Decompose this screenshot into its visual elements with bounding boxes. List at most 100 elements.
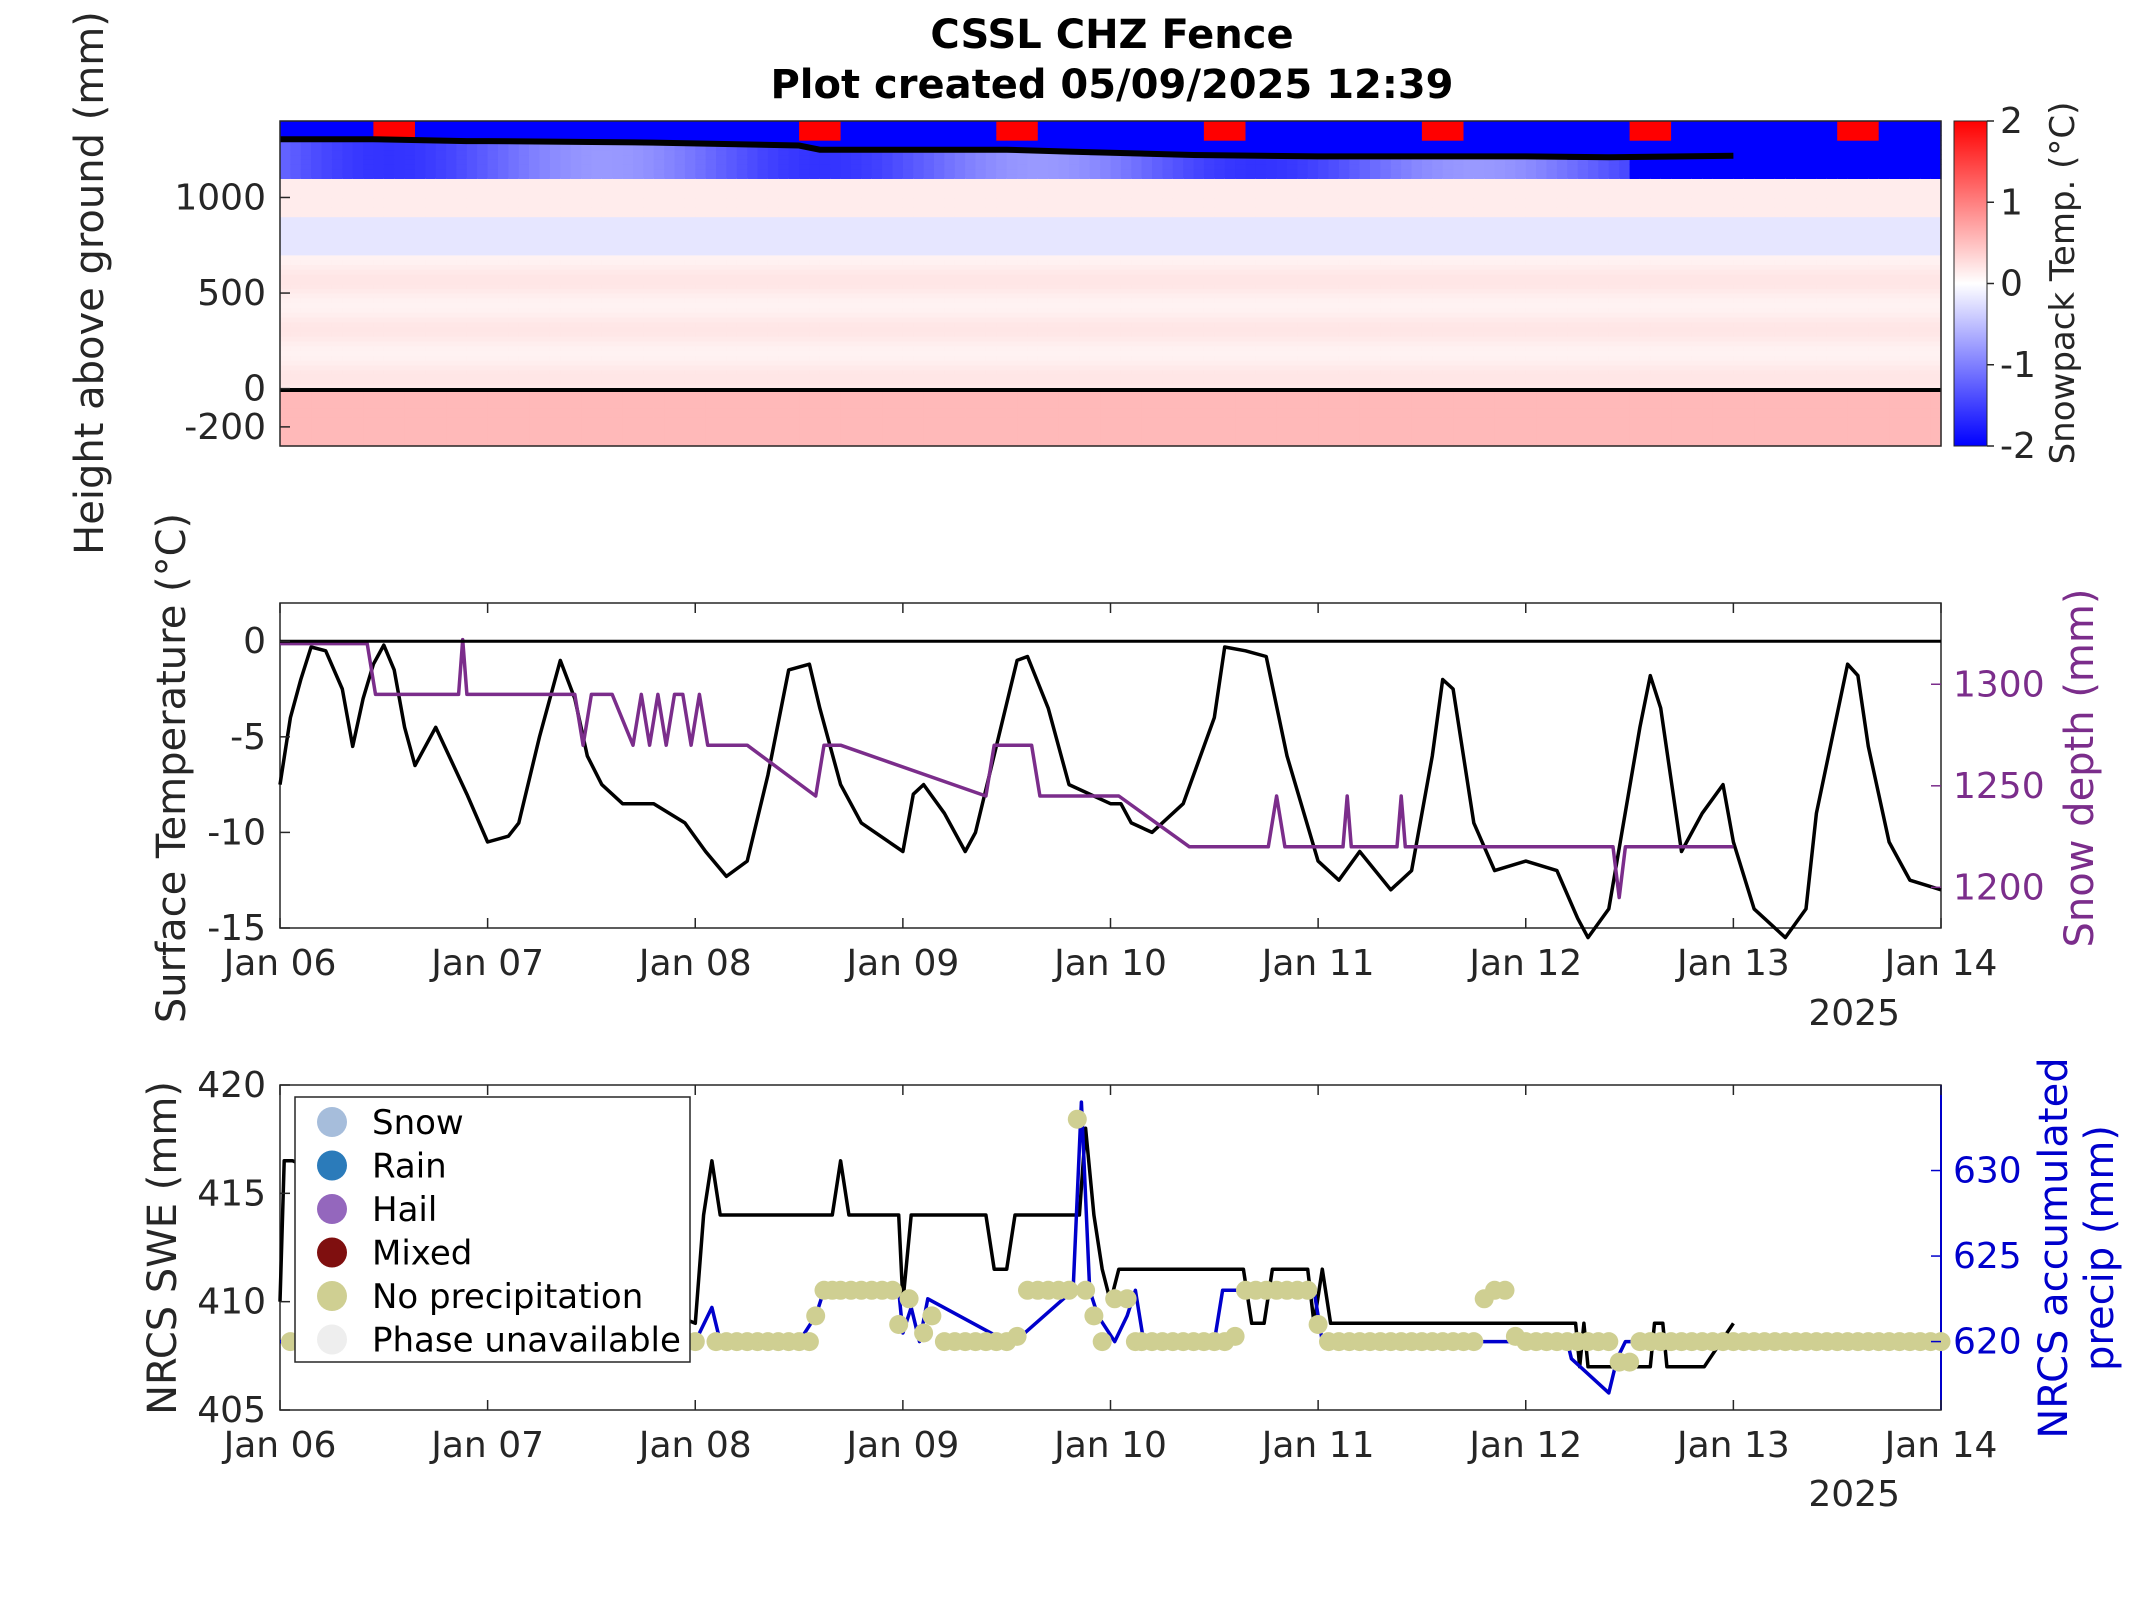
heatmap-cell [892, 168, 904, 175]
heatmap-cell [425, 240, 437, 246]
heatmap-cell [726, 403, 738, 409]
heatmap-cell [674, 379, 686, 385]
heatmap-cell [404, 235, 416, 242]
heatmap-cell [373, 283, 385, 289]
heatmap-cell [549, 307, 561, 313]
heatmap-cell [851, 245, 862, 251]
heatmap-cell [653, 374, 665, 380]
heatmap-cell [591, 403, 603, 409]
heatmap-cell [508, 379, 520, 385]
heatmap-cell [788, 168, 800, 175]
heatmap-cell [892, 317, 904, 323]
heatmap-cell [767, 125, 779, 132]
heatmap-cell [518, 374, 530, 380]
heatmap-cell [716, 321, 727, 328]
heatmap-cell [446, 393, 458, 399]
heatmap-cell [477, 441, 489, 447]
heatmap-cell [726, 374, 738, 380]
heatmap-cell [684, 374, 696, 380]
heatmap-cell [788, 235, 800, 242]
heatmap-cell [767, 383, 779, 390]
heatmap-cell [518, 431, 530, 438]
heatmap-cell [830, 269, 842, 275]
heatmap-cell [664, 211, 676, 218]
heatmap-cell [280, 130, 291, 136]
heatmap-cell [311, 154, 323, 160]
heatmap-cell [466, 250, 478, 256]
heatmap-cell [643, 379, 655, 385]
heatmap-cell [747, 426, 759, 433]
heatmap-cell [529, 345, 541, 351]
heatmap-cell [466, 302, 478, 308]
heatmap-cell [736, 369, 748, 375]
heatmap-cell [570, 350, 582, 356]
heatmap-cell [591, 340, 603, 347]
heatmap-cell [342, 187, 354, 194]
heatmap-cell [539, 278, 551, 285]
heatmap-cell [944, 159, 956, 165]
heatmap-cell [487, 178, 499, 184]
heatmap-cell [300, 254, 312, 261]
heatmap-cell [456, 130, 468, 136]
heatmap-cell [788, 355, 800, 361]
heatmap-cell [394, 240, 406, 246]
heatmap-cell [705, 135, 717, 141]
heatmap-cell [840, 135, 852, 141]
heatmap-cell [280, 312, 291, 318]
heatmap-cell [913, 216, 925, 222]
heatmap-cell [363, 230, 375, 237]
heatmap-cell [861, 250, 873, 256]
heatmap-cell [1017, 259, 1029, 265]
heatmap-cell [851, 207, 862, 213]
heatmap-cell [570, 230, 582, 237]
heatmap-cell [716, 340, 727, 347]
heatmap-cell [809, 312, 821, 318]
heatmap-cell [404, 393, 416, 399]
heatmap-cell [882, 202, 894, 208]
heatmap-cell [840, 383, 852, 390]
heatmap-cell [716, 307, 727, 313]
heatmap-cell [985, 273, 997, 280]
heatmap-cell [736, 312, 748, 318]
heatmap-cell [300, 159, 312, 165]
heatmap-cell [830, 168, 842, 175]
heatmap-cell [913, 321, 925, 328]
heatmap-cell [539, 245, 551, 251]
heatmap-cell [539, 273, 551, 280]
heatmap-cell [300, 278, 312, 285]
heatmap-cell [809, 283, 821, 289]
heatmap-cell [975, 250, 987, 256]
heatmap-cell [923, 216, 935, 222]
heatmap-cell [404, 398, 416, 404]
heatmap-cell [664, 135, 676, 141]
heatmap-cell [581, 307, 593, 313]
heatmap-cell [549, 326, 561, 332]
heatmap-cell [601, 331, 613, 337]
heatmap-cell [352, 307, 364, 313]
heatmap-cell [716, 369, 727, 375]
heatmap-cell [404, 264, 416, 270]
heatmap-cell [944, 269, 956, 275]
heatmap-cell [851, 431, 862, 438]
heatmap-cell [446, 417, 458, 423]
heatmap-cell [643, 216, 655, 222]
heatmap-cell [882, 159, 894, 165]
heatmap-cell [633, 326, 644, 332]
heatmap-cell [819, 202, 831, 208]
heatmap-cell [311, 216, 323, 222]
heatmap-cell [487, 393, 499, 399]
heatmap-cell [612, 278, 624, 285]
heatmap-cell [819, 168, 831, 175]
heatmap-cell [902, 130, 914, 136]
heatmap-cell [549, 293, 561, 299]
heatmap-cell [996, 278, 1008, 285]
heatmap-cell [653, 250, 665, 256]
heatmap-cell [539, 211, 551, 218]
heatmap-cell [944, 226, 956, 232]
heatmap-cell [591, 412, 603, 418]
heatmap-cell [716, 350, 727, 356]
heatmap-cell [778, 379, 790, 385]
heatmap-cell [861, 369, 873, 375]
heatmap-cell [487, 360, 499, 366]
heatmap-cell [466, 183, 478, 189]
